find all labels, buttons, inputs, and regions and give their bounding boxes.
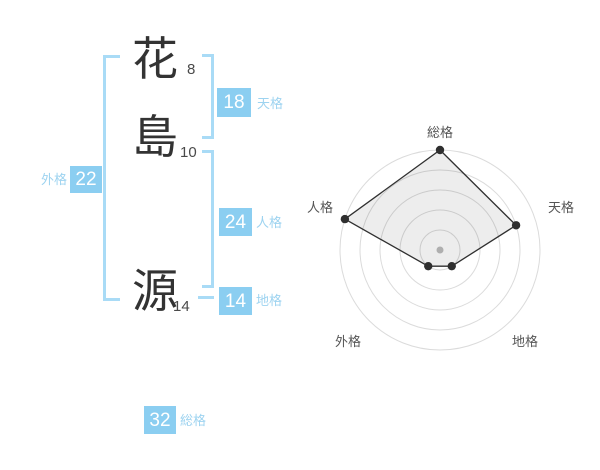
radar-data-point [424,261,433,271]
radar-data-point [435,145,445,155]
gaikaku-bracket-bottom-hook [103,298,120,301]
tenkaku-bracket-top-hook [202,54,214,57]
jinkaku-bracket-bottom-hook [202,285,214,288]
radar-data-point [340,214,350,224]
chikaku-value-badge: 14 [219,287,252,315]
radar-grid-ring [419,229,461,271]
radar-grid-ring [359,169,521,331]
tenkaku-bracket-bottom-hook [202,136,214,139]
chikaku-label: 地格 [256,293,283,308]
radar-grid-ring [379,189,501,311]
jinkaku-bracket-line [211,150,214,288]
name-character-1: 花 [132,33,178,85]
jinkaku-bracket-top-hook [202,150,214,153]
jinkaku-label: 人格 [256,215,283,230]
radar-axis-label: 人格 [307,200,333,215]
radar-axis-label: 総格 [427,125,453,140]
soukaku-label: 総格 [180,413,207,428]
radar-center-dot [436,246,444,254]
gaikaku-bracket-line [103,55,106,301]
stroke-count-2: 10 [180,144,197,161]
radar-axis-label: 地格 [512,334,538,349]
radar-axis-label: 外格 [335,334,361,349]
jinkaku-value-badge: 24 [219,208,252,236]
radar-data-point [447,261,456,271]
stroke-count-1: 8 [187,61,196,78]
chikaku-dash [198,296,214,299]
tenkaku-bracket-line [211,54,214,139]
tenkaku-value-badge: 18 [217,88,251,117]
radar-axis-label: 天格 [548,200,574,215]
radar-polygon [343,149,518,267]
gaikaku-value-badge: 22 [70,166,102,193]
soukaku-value-badge: 32 [144,406,176,434]
stroke-count-3: 14 [173,298,190,315]
gaikaku-bracket-top-hook [103,55,120,58]
name-character-2: 島 [132,111,178,163]
radar-data-point [511,221,521,230]
gaikaku-label: 外格 [41,172,68,187]
name-character-3: 源 [132,265,178,317]
tenkaku-label: 天格 [257,96,284,111]
